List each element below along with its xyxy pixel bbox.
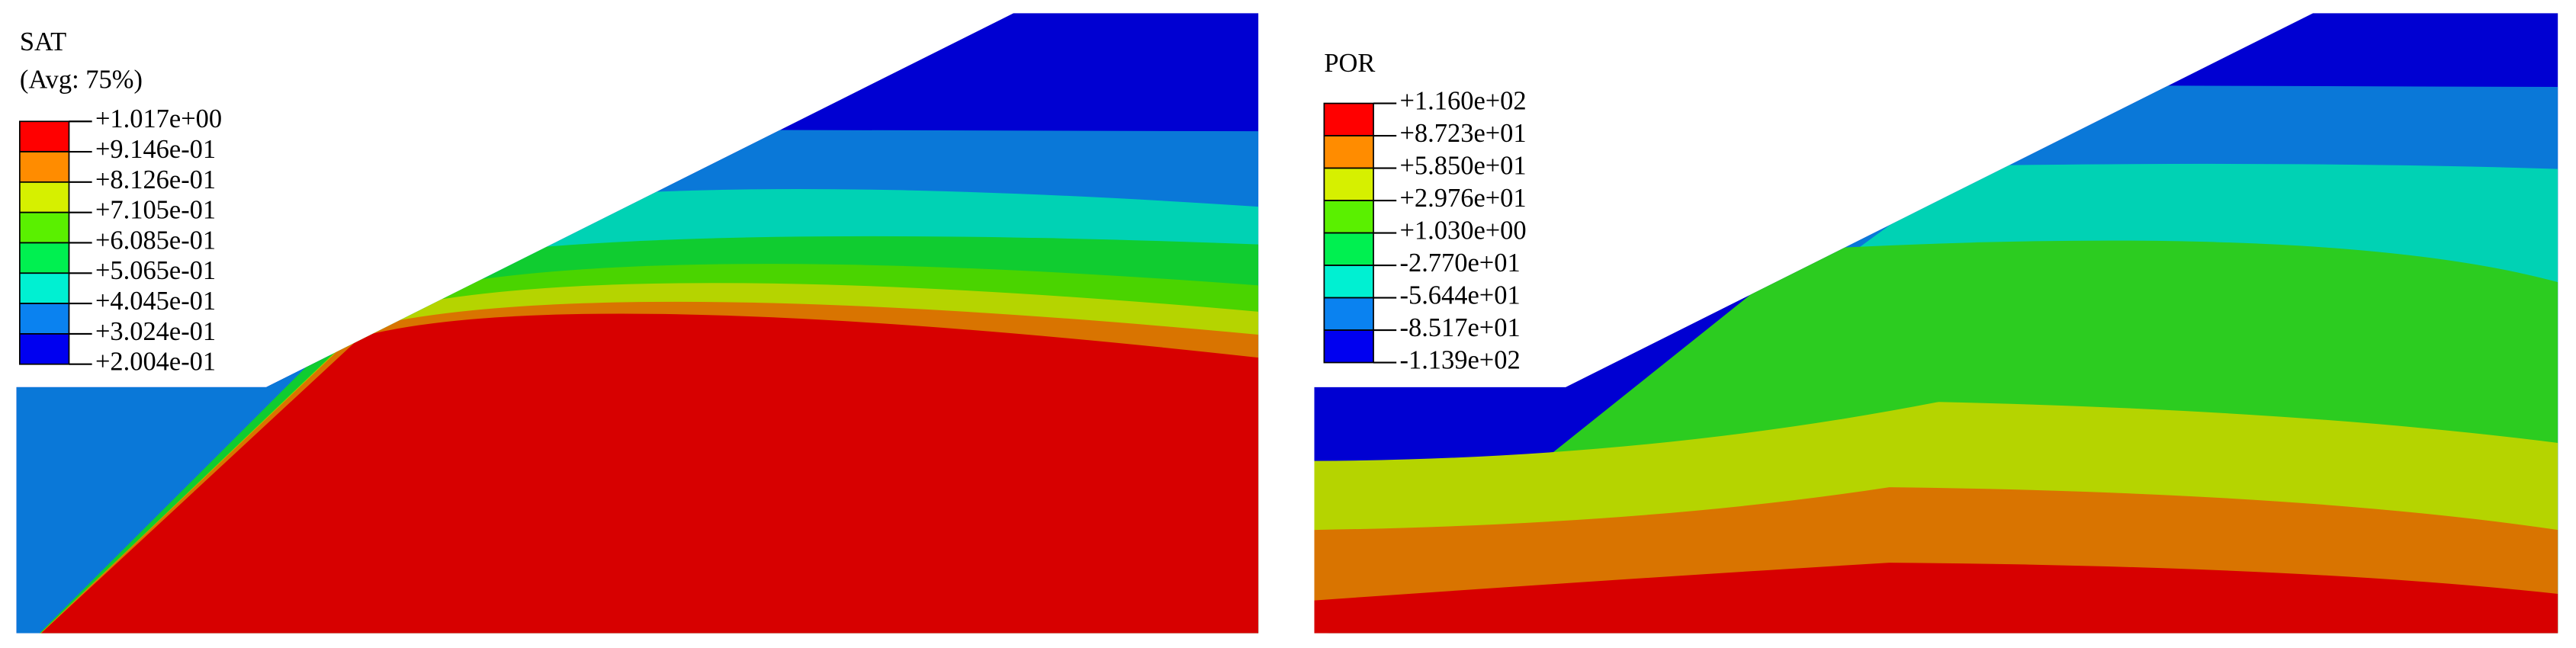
legend-swatch [18, 120, 70, 152]
legend-label: +5.850e+01 [1399, 151, 1526, 180]
sat-contour [16, 13, 1259, 634]
legend-label: +6.085e-01 [95, 226, 216, 255]
legend-label: +8.723e+01 [1399, 119, 1526, 148]
legend-label: +5.065e-01 [95, 256, 216, 285]
legend-label: +2.004e-01 [95, 348, 216, 377]
legend-title: POR [1324, 49, 1375, 78]
legend-swatch [18, 242, 70, 274]
legend-swatch [1323, 297, 1374, 331]
legend-label: +4.045e-01 [95, 287, 216, 316]
legend-swatch [1323, 265, 1374, 299]
legend-label: +1.030e+00 [1399, 216, 1526, 245]
legend-note: (Avg: 75%) [20, 66, 143, 95]
legend-label: +1.017e+00 [95, 104, 222, 133]
legend-swatch [18, 181, 70, 213]
por-contour [1314, 13, 2558, 634]
legend-label: +7.105e-01 [95, 196, 216, 225]
legend-swatch [1323, 102, 1374, 136]
legend-swatch [18, 333, 70, 365]
legend-label: +3.024e-01 [95, 317, 216, 346]
legend-swatch [18, 303, 70, 335]
legend-label: +2.976e+01 [1399, 184, 1526, 213]
legend-swatch [1323, 167, 1374, 201]
legend-swatch [18, 151, 70, 183]
legend-title: SAT [20, 27, 66, 56]
legend-swatch [1323, 200, 1374, 234]
legend-swatch [18, 211, 70, 244]
legend-swatch [1323, 135, 1374, 169]
legend-swatch [1323, 329, 1374, 364]
legend-label: -1.139e+02 [1399, 345, 1520, 374]
legend-swatch [18, 272, 70, 304]
legend-label: -2.770e+01 [1399, 249, 1520, 277]
legend-label: +8.126e-01 [95, 165, 216, 194]
legend-label: +9.146e-01 [95, 135, 216, 164]
legend-label: -5.644e+01 [1399, 281, 1520, 310]
legend-label: -8.517e+01 [1399, 313, 1520, 342]
legend-swatch [1323, 232, 1374, 266]
legend-label: +1.160e+02 [1399, 86, 1526, 115]
